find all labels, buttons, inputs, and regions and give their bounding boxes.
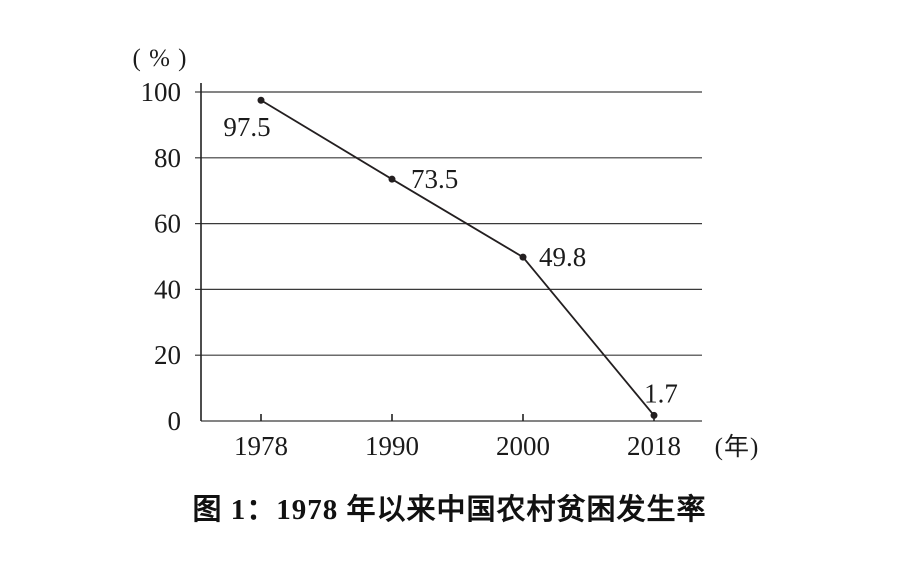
y-tick-label: 100 — [141, 77, 182, 107]
y-tick-label: 20 — [154, 340, 181, 370]
y-axis-unit-label: ( % ) — [133, 45, 188, 72]
figure-caption: 图 1：1978 年以来中国农村贫困发生率 — [192, 494, 707, 526]
data-point-label: 97.5 — [223, 112, 270, 142]
x-axis-unit-label: (年) — [715, 433, 760, 461]
x-tick-label: 1978 — [234, 431, 288, 461]
poverty-rate-line — [260, 99, 655, 416]
data-point — [650, 411, 658, 419]
data-point-label: 49.8 — [539, 242, 586, 272]
y-tick-label: 40 — [154, 274, 181, 304]
data-point — [519, 253, 527, 261]
x-tick-label: 2000 — [496, 431, 550, 461]
y-tick-label: 80 — [154, 143, 181, 173]
data-point — [388, 175, 396, 183]
data-point-label: 1.7 — [644, 378, 678, 408]
data-point — [257, 96, 265, 104]
x-tick-label: 2018 — [627, 431, 681, 461]
y-tick-label: 0 — [168, 406, 182, 436]
x-tick-label: 1990 — [365, 431, 419, 461]
data-point-label: 73.5 — [411, 164, 458, 194]
y-tick-label: 60 — [154, 209, 181, 239]
